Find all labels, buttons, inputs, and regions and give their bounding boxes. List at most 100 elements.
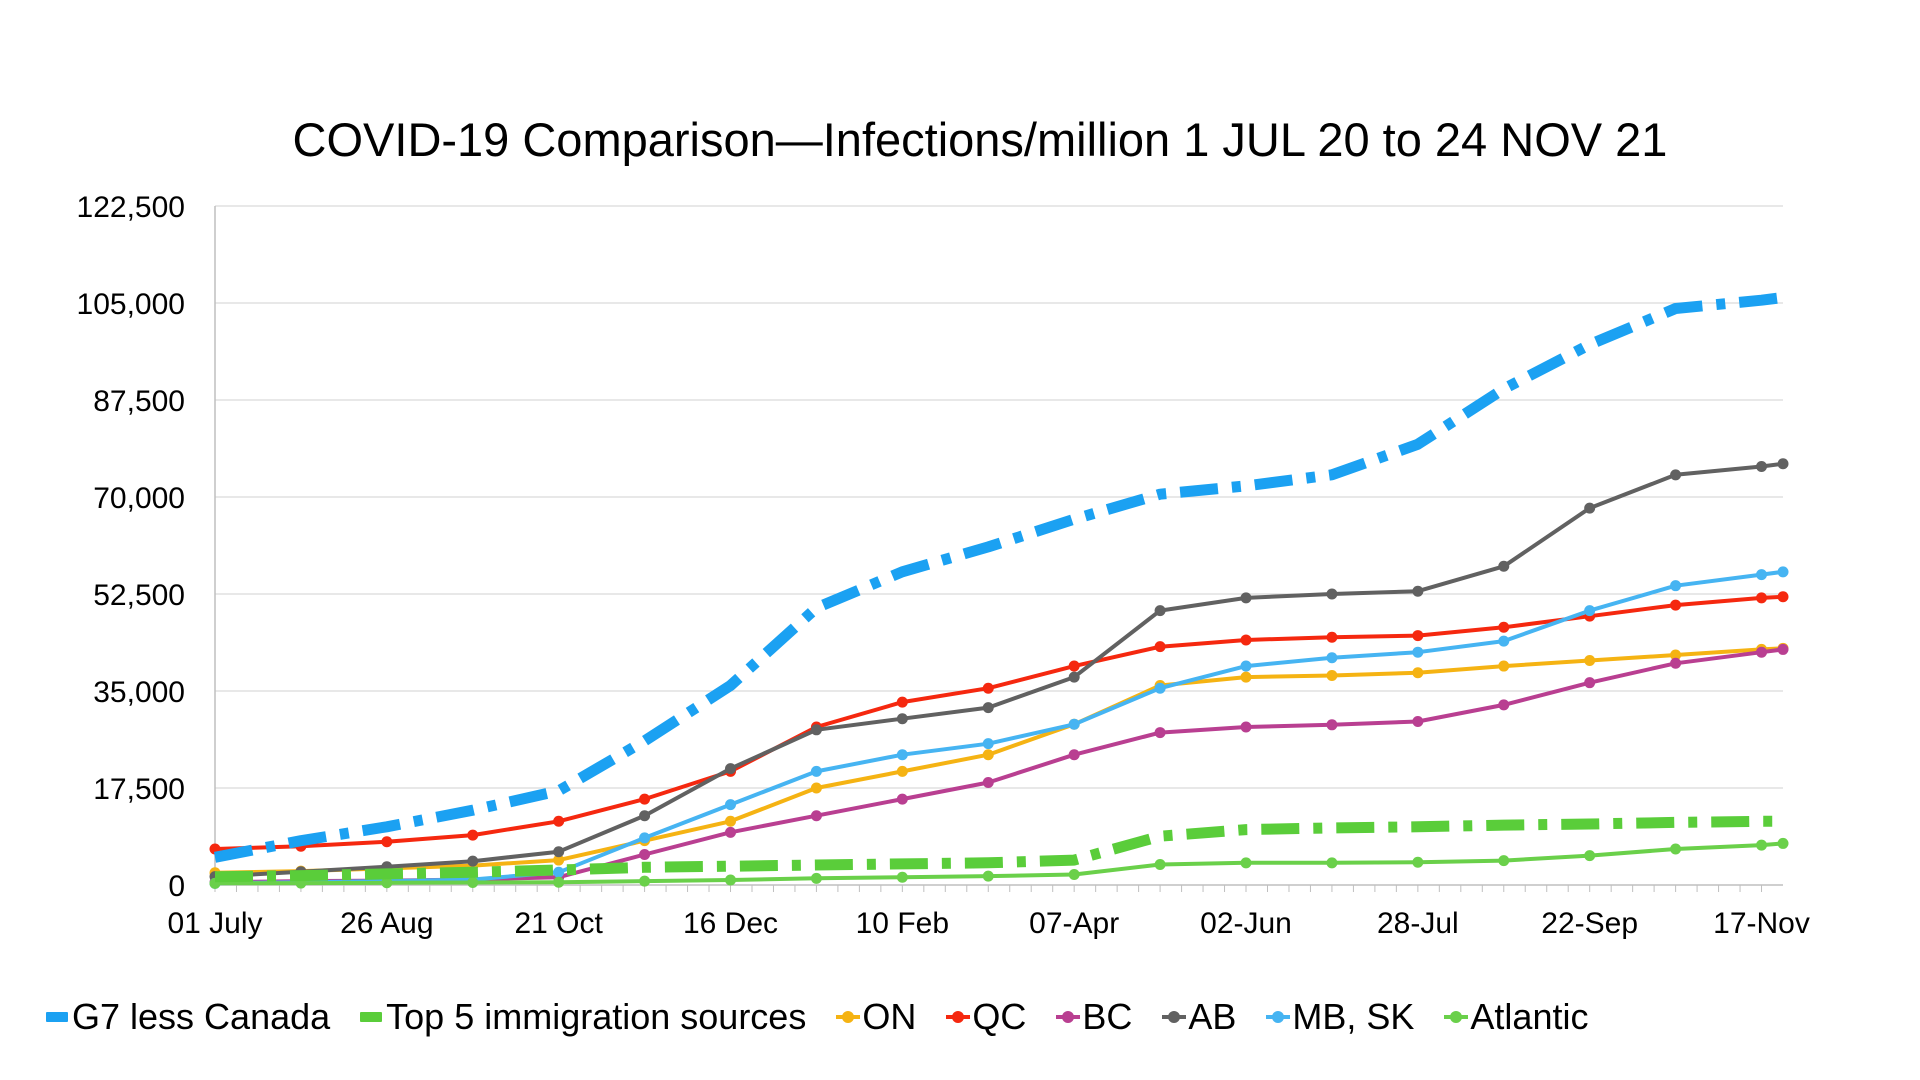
- data-point: [1498, 560, 1510, 572]
- x-tick-labels: 01 July 26 Aug 21 Oct 16 Dec 10 Feb 07-Apr 02-…: [167, 907, 1809, 940]
- series-line: [214, 841, 1784, 886]
- data-point: [1777, 837, 1789, 849]
- y-tick-label: 70,000: [93, 482, 185, 515]
- legend-item: Atlantic: [1444, 996, 1588, 1038]
- data-point: [1154, 641, 1166, 653]
- data-point: [1326, 857, 1338, 869]
- series-line: [214, 646, 1784, 875]
- data-point: [553, 876, 565, 888]
- data-point: [1326, 631, 1338, 643]
- series-bc: [209, 643, 1789, 888]
- data-point: [982, 738, 994, 750]
- legend-label: G7 less Canada: [72, 996, 331, 1037]
- series-lines: [209, 292, 1789, 889]
- legend-label: ON: [862, 996, 917, 1037]
- legend-label: Atlantic: [1470, 996, 1589, 1037]
- data-point: [381, 836, 393, 848]
- data-point: [1154, 727, 1166, 739]
- data-point: [810, 810, 822, 822]
- data-point: [1412, 715, 1424, 727]
- data-point: [725, 763, 737, 775]
- data-point: [639, 875, 651, 887]
- y-tick-label: 52,500: [93, 579, 185, 612]
- legend-label: MB, SK: [1292, 996, 1415, 1037]
- y-tick-label: 17,500: [93, 773, 185, 806]
- series-on: [209, 642, 1789, 879]
- data-point: [1326, 669, 1338, 681]
- chart-title: COVID-19 Comparison—Infections/million 1…: [292, 113, 1668, 166]
- data-point: [896, 696, 908, 708]
- data-point: [1068, 718, 1080, 730]
- data-point: [1068, 671, 1080, 683]
- data-point: [467, 877, 479, 889]
- data-point: [1498, 635, 1510, 647]
- data-point: [1777, 458, 1789, 470]
- series-ab: [209, 458, 1789, 883]
- data-point: [553, 815, 565, 827]
- series-atlantic: [209, 837, 1789, 889]
- data-point: [1326, 588, 1338, 600]
- data-point: [1756, 839, 1768, 851]
- data-point: [1154, 605, 1166, 617]
- series-line: [214, 461, 1784, 879]
- legend-label: BC: [1082, 996, 1133, 1037]
- data-point: [810, 765, 822, 777]
- data-point: [725, 815, 737, 827]
- data-point: [1412, 646, 1424, 658]
- y-tick-label: 105,000: [77, 288, 185, 321]
- series-mb-sk: [209, 566, 1789, 889]
- data-point: [982, 749, 994, 761]
- gridlines: [215, 205, 1783, 789]
- data-point: [639, 849, 651, 861]
- data-point: [1240, 592, 1252, 604]
- data-point: [1756, 569, 1768, 581]
- series-line: [213, 292, 1784, 863]
- legend-swatch: [1444, 1006, 1469, 1028]
- y-tick-label: 122,500: [77, 191, 185, 224]
- data-point: [1498, 855, 1510, 867]
- legend-item: BC: [1056, 996, 1132, 1038]
- data-point: [381, 877, 393, 889]
- data-point: [810, 782, 822, 794]
- data-point: [1498, 699, 1510, 711]
- data-point: [1068, 749, 1080, 761]
- data-point: [1326, 652, 1338, 664]
- data-point: [1584, 605, 1596, 617]
- legend-swatch: [46, 1006, 70, 1028]
- data-point: [1154, 682, 1166, 694]
- legend-item: Top 5 immigration sources: [360, 996, 806, 1038]
- x-tick-label: 10 Feb: [856, 907, 949, 940]
- x-tick-label: 17-Nov: [1713, 907, 1810, 940]
- data-point: [467, 855, 479, 867]
- y-tick-labels: 0 17,500 35,000 52,500 70,000 87,500 105,000 12…: [77, 191, 185, 903]
- data-point: [553, 866, 565, 878]
- series-line: [214, 569, 1784, 886]
- data-point: [1756, 646, 1768, 658]
- data-point: [1412, 585, 1424, 597]
- data-point: [1756, 461, 1768, 473]
- data-point: [1498, 660, 1510, 672]
- data-point: [639, 810, 651, 822]
- data-point: [1240, 660, 1252, 672]
- series-g7-less-canada: [213, 292, 1784, 863]
- y-tick-label: 35,000: [93, 676, 185, 709]
- data-point: [810, 724, 822, 736]
- legend-item: QC: [946, 996, 1026, 1038]
- legend-item: G7 less Canada: [46, 996, 330, 1038]
- data-point: [1498, 621, 1510, 633]
- data-point: [1670, 649, 1682, 661]
- data-point: [1240, 857, 1252, 869]
- data-point: [1777, 591, 1789, 603]
- legend-item: ON: [836, 996, 916, 1038]
- data-point: [1240, 721, 1252, 733]
- data-point: [1670, 843, 1682, 855]
- y-tick-label: 87,500: [93, 385, 185, 418]
- data-point: [982, 870, 994, 882]
- data-point: [896, 713, 908, 725]
- x-tick-label: 28-Jul: [1377, 907, 1459, 940]
- data-point: [896, 793, 908, 805]
- data-point: [1412, 667, 1424, 679]
- data-point: [1412, 630, 1424, 642]
- data-point: [1240, 671, 1252, 683]
